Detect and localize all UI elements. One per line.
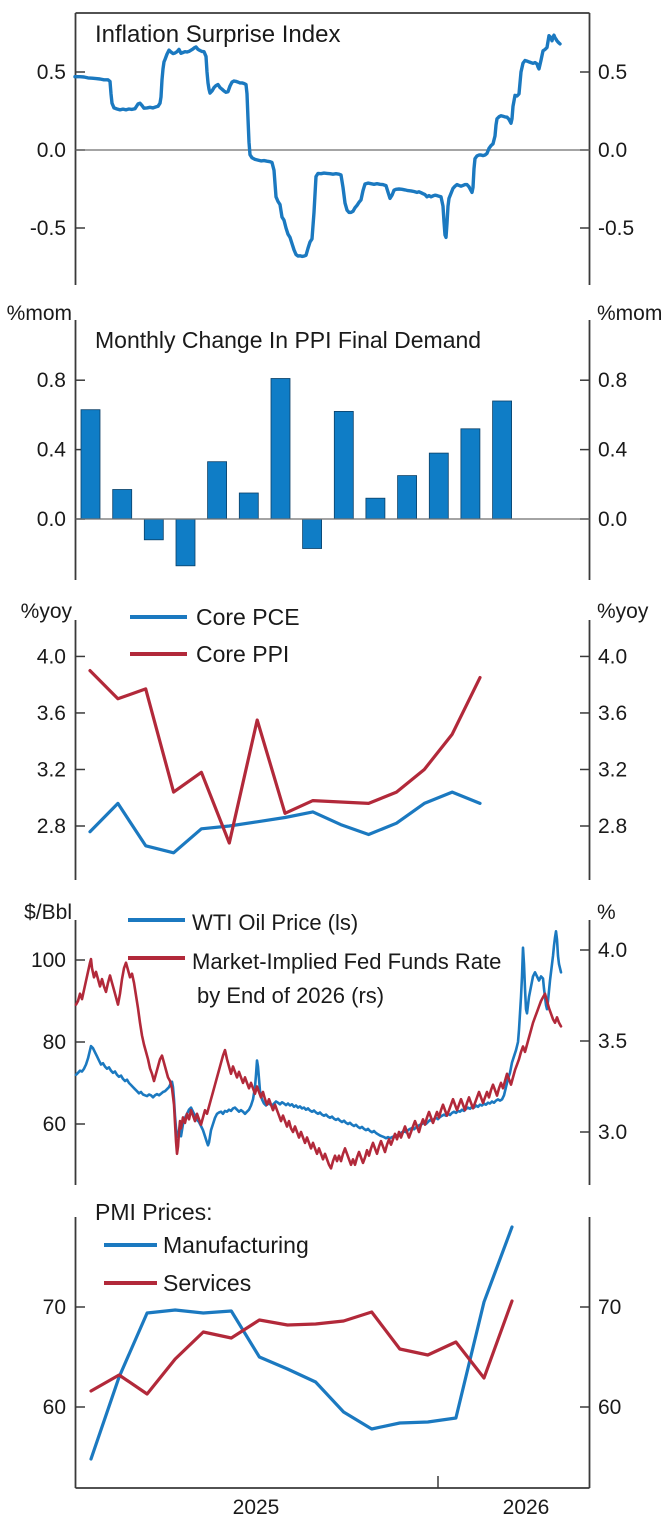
- core-pce-legend-label: Core PCE: [196, 604, 300, 630]
- services-legend-label: Services: [163, 1270, 252, 1296]
- svg-text:0.0: 0.0: [598, 139, 627, 162]
- svg-text:2.8: 2.8: [598, 815, 627, 838]
- chart3-unit-left: %yoy: [20, 600, 72, 623]
- svg-text:4.0: 4.0: [598, 645, 627, 668]
- chart2-unit-left: %mom: [6, 302, 72, 325]
- svg-text:3.6: 3.6: [37, 702, 66, 725]
- svg-text:0.8: 0.8: [598, 369, 627, 392]
- svg-text:3.0: 3.0: [598, 1121, 627, 1144]
- svg-text:4.0: 4.0: [37, 645, 66, 668]
- svg-text:0.5: 0.5: [37, 61, 66, 84]
- svg-text:-0.5: -0.5: [30, 217, 66, 240]
- chart2-unit-right: %mom: [597, 302, 663, 325]
- chart5-title: PMI Prices:: [95, 1199, 213, 1225]
- svg-text:80: 80: [43, 1031, 66, 1054]
- fed-funds-legend-label-line1: Market-Implied Fed Funds Rate: [192, 949, 502, 974]
- svg-text:3.6: 3.6: [598, 702, 627, 725]
- xtick-2025: 2025: [232, 1496, 280, 1519]
- core-ppi-legend-label: Core PPI: [196, 641, 290, 667]
- svg-text:3.5: 3.5: [598, 1030, 627, 1053]
- chart2-title: Monthly Change In PPI Final Demand: [95, 327, 482, 353]
- svg-text:3.2: 3.2: [37, 758, 66, 781]
- services-legend-swatch: [104, 1281, 157, 1285]
- chart3-unit-right: %yoy: [597, 600, 649, 623]
- svg-text:60: 60: [43, 1113, 66, 1136]
- svg-text:60: 60: [43, 1396, 66, 1419]
- svg-text:2.8: 2.8: [37, 815, 66, 838]
- svg-text:-0.5: -0.5: [598, 217, 634, 240]
- core-pce-legend-swatch: [130, 615, 187, 619]
- svg-text:3.2: 3.2: [598, 758, 627, 781]
- svg-text:60: 60: [598, 1396, 621, 1419]
- core-ppi-legend-swatch: [130, 652, 187, 656]
- fed-funds-legend-label-line2: by End of 2026 (rs): [197, 983, 385, 1008]
- svg-text:0.8: 0.8: [37, 369, 66, 392]
- svg-text:0.0: 0.0: [37, 139, 66, 162]
- manufacturing-legend-label: Manufacturing: [163, 1232, 309, 1258]
- svg-text:70: 70: [598, 1296, 621, 1319]
- chart4-unit-right: %: [597, 901, 616, 924]
- svg-text:0.4: 0.4: [598, 439, 628, 462]
- svg-text:100: 100: [31, 949, 66, 972]
- wti-legend-label: WTI Oil Price (ls): [192, 910, 359, 935]
- manufacturing-legend-swatch: [104, 1243, 157, 1247]
- svg-text:4.0: 4.0: [598, 939, 627, 962]
- svg-text:0.5: 0.5: [598, 61, 627, 84]
- xtick-2026: 2026: [502, 1496, 550, 1519]
- chart4-unit-left: $/Bbl: [24, 901, 72, 924]
- svg-text:0.0: 0.0: [598, 508, 627, 531]
- svg-text:70: 70: [43, 1296, 66, 1319]
- wti-legend-swatch: [128, 918, 185, 922]
- svg-text:0.0: 0.0: [37, 508, 66, 531]
- svg-text:0.4: 0.4: [37, 439, 67, 462]
- chart1-title: Inflation Surprise Index: [95, 21, 341, 48]
- fed-funds-legend-swatch: [128, 956, 185, 960]
